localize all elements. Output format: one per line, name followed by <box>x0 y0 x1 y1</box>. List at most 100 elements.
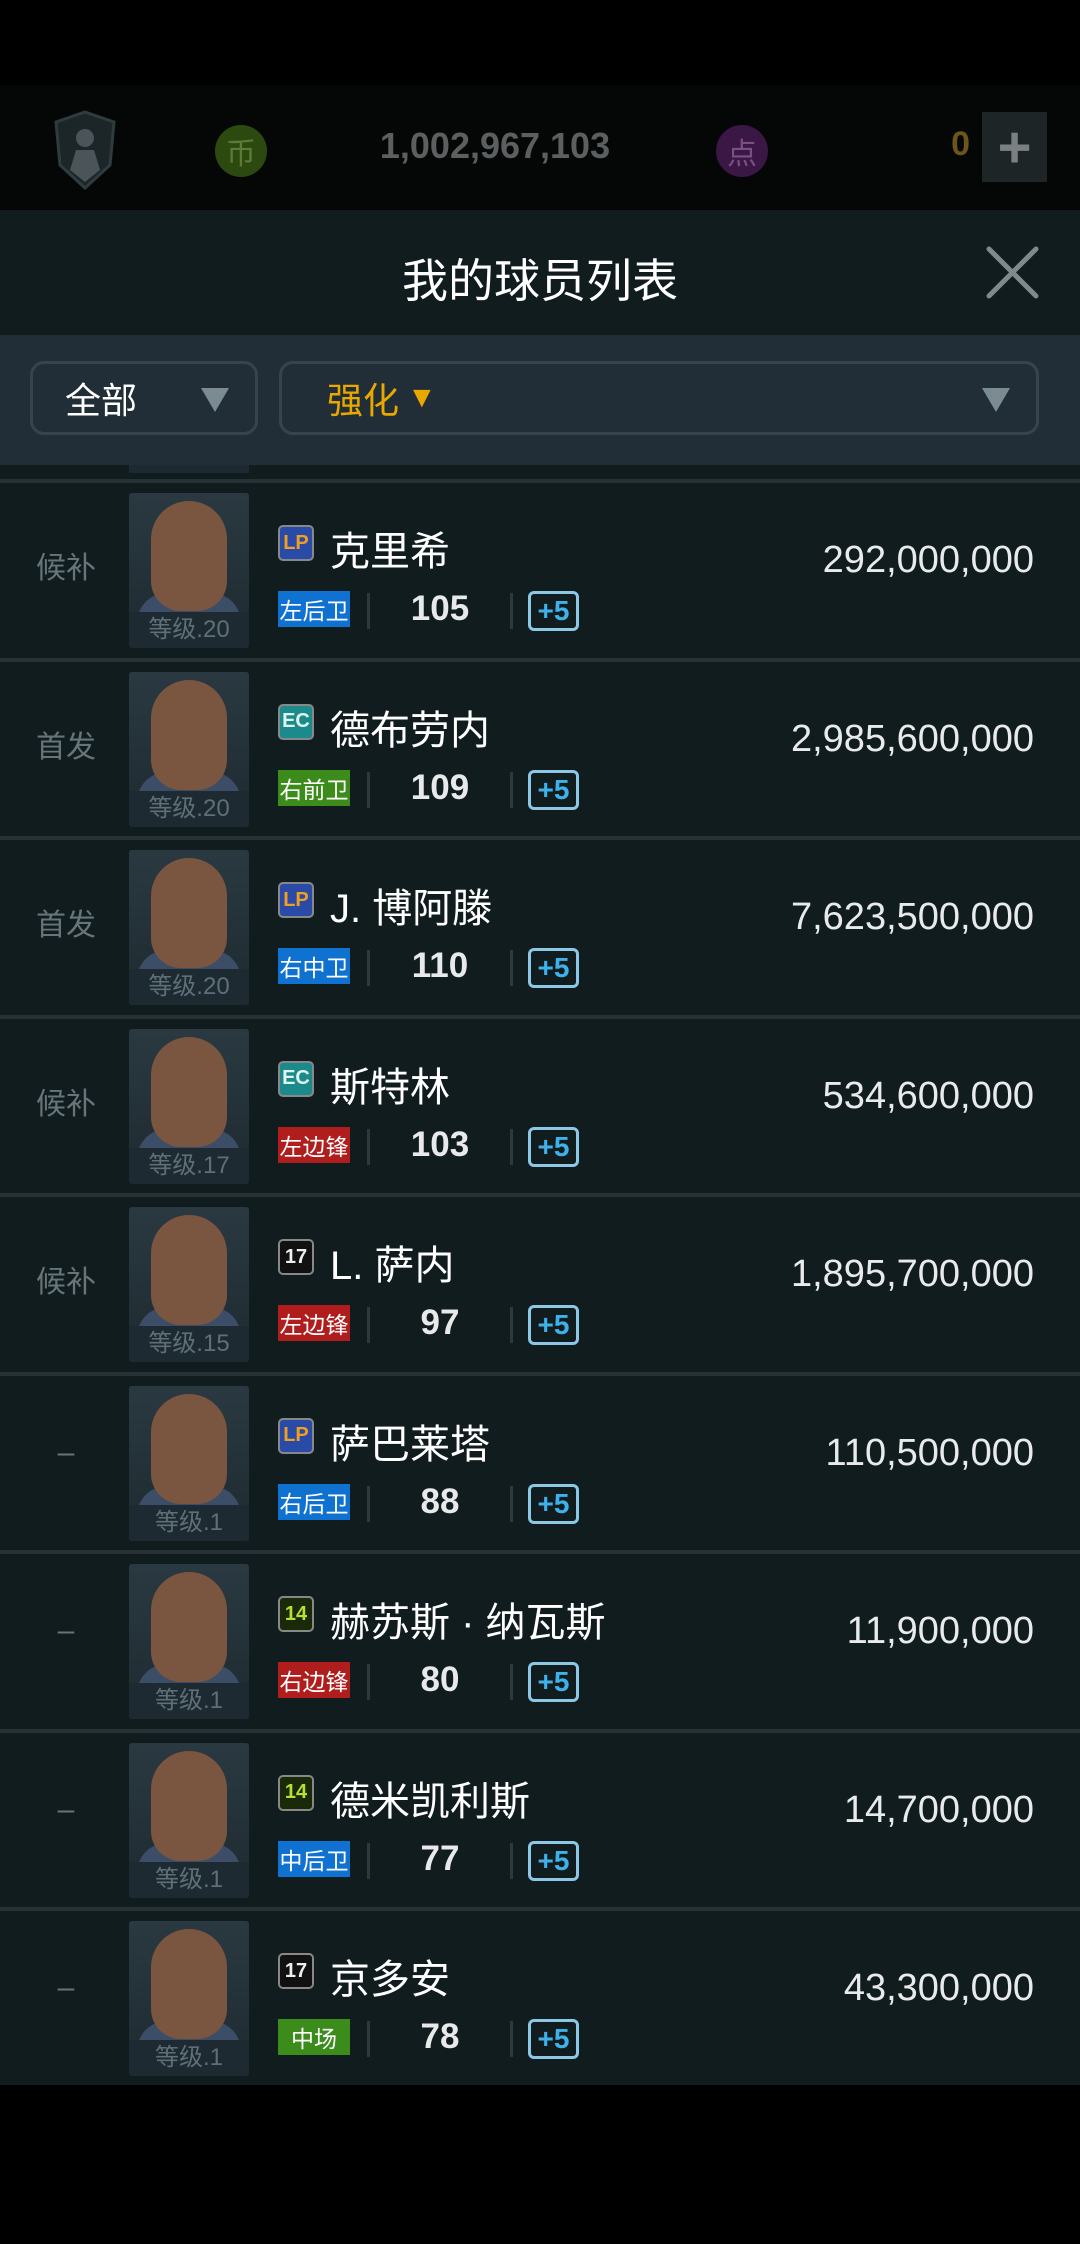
player-row[interactable]: 候补 等级.15 17 L. 萨内 左边锋 97 +5 1,895,700,00… <box>0 1193 1080 1371</box>
overall-rating: 105 <box>410 589 470 628</box>
player-row[interactable]: – 等级.1 LP 萨巴莱塔 右后卫 88 +5 110,500,000 <box>0 1371 1080 1550</box>
season-badge-icon: 17 <box>278 1239 314 1275</box>
divider <box>367 1664 370 1700</box>
divider <box>510 1842 513 1879</box>
overall-rating: 110 <box>411 946 469 985</box>
add-points-button[interactable]: + <box>982 112 1047 182</box>
filter-bar: 全部 强化 ▼ <box>0 335 1080 465</box>
player-name: 京多安 <box>330 1958 450 2002</box>
position-tag: 左后卫 <box>278 591 350 627</box>
chevron-down-icon <box>982 388 1010 412</box>
sort-dropdown[interactable]: 强化 ▼ <box>279 361 1039 435</box>
player-value: 14,700,000 <box>843 1788 1034 1831</box>
divider <box>367 2021 370 2057</box>
player-level: 等级.15 <box>129 1326 249 1362</box>
upgrade-level-badge: +5 <box>528 2019 579 2059</box>
squad-status: 候补 <box>36 552 96 585</box>
squad-status: 候补 <box>36 1266 96 1299</box>
season-badge-icon: LP <box>278 525 314 561</box>
player-level: 等级.20 <box>129 969 249 1005</box>
player-row[interactable]: 首发 等级.20 EC 德布劳内 右前卫 109 +5 2,985,600,00… <box>0 657 1080 836</box>
player-photo: 等级.1 <box>129 1385 249 1541</box>
divider <box>510 950 513 986</box>
divider <box>510 771 513 808</box>
overall-rating: 78 <box>420 2017 460 2056</box>
page-title: 我的球员列表 <box>402 255 678 307</box>
player-value: 292,000,000 <box>822 539 1034 581</box>
squad-status: – <box>57 1614 75 1647</box>
squad-status: – <box>57 1792 75 1826</box>
overall-rating: 77 <box>420 1838 460 1878</box>
player-face <box>151 1036 227 1147</box>
player-photo: 等级.20 <box>129 493 249 648</box>
player-row[interactable]: – 等级.1 14 德米凯利斯 中后卫 77 +5 14,700,000 <box>0 1728 1080 1907</box>
player-level: 等级.17 <box>129 1147 249 1184</box>
player-value: 43,300,000 <box>843 1967 1034 2009</box>
player-face <box>151 679 227 790</box>
player-name: J. 博阿滕 <box>330 887 493 931</box>
position-tag: 中场 <box>278 2019 350 2055</box>
player-row[interactable]: 候补 等级.17 EC 斯特林 左边锋 103 +5 534,600,000 <box>0 1014 1080 1193</box>
category-dropdown[interactable]: 全部 <box>30 361 258 435</box>
close-icon[interactable] <box>985 245 1040 300</box>
season-badge-icon: LP <box>278 882 314 918</box>
upgrade-level-badge: +5 <box>528 769 579 810</box>
player-name: L. 萨内 <box>330 1244 455 1288</box>
squad-status: – <box>57 1971 75 2004</box>
overall-rating: 88 <box>420 1481 460 1521</box>
player-name: 赫苏斯 · 纳瓦斯 <box>330 1601 606 1645</box>
player-face <box>151 1750 227 1861</box>
player-face <box>151 1929 227 2039</box>
player-photo: 等级.1 <box>129 1921 249 2076</box>
player-name: 萨巴莱塔 <box>330 1422 490 1467</box>
player-row[interactable]: – 等级.1 17 京多安 中场 78 +5 43,300,000 <box>0 1907 1080 2085</box>
player-value: 7,623,500,000 <box>790 896 1034 938</box>
divider <box>510 593 513 629</box>
overall-rating: 80 <box>420 1660 460 1699</box>
position-tag: 右前卫 <box>278 769 350 806</box>
club-emblem-icon[interactable] <box>52 110 118 190</box>
player-level: 等级.20 <box>129 790 249 827</box>
season-badge-icon: 14 <box>278 1596 314 1632</box>
player-value: 110,500,000 <box>825 1431 1035 1474</box>
player-name: 斯特林 <box>330 1065 450 1110</box>
player-level: 等级.1 <box>129 1504 249 1541</box>
player-level: 等级.1 <box>129 2040 249 2076</box>
position-tag: 左边锋 <box>278 1126 350 1163</box>
divider <box>367 1842 370 1879</box>
player-level: 等级.20 <box>129 612 249 648</box>
upgrade-level-badge: +5 <box>528 591 579 631</box>
player-face <box>151 1215 227 1325</box>
point-icon: 点 <box>716 125 768 177</box>
sort-direction-icon[interactable]: ▼ <box>407 381 437 414</box>
squad-status: 首发 <box>36 730 96 764</box>
player-value: 534,600,000 <box>822 1074 1034 1117</box>
player-face <box>151 1572 227 1682</box>
overall-rating: 103 <box>410 1124 470 1164</box>
player-row[interactable]: 候补 等级.20 LP 克里希 左后卫 105 +5 292,000,000 <box>0 479 1080 657</box>
upgrade-level-badge: +5 <box>528 1126 579 1167</box>
player-photo: 等级.1 <box>129 1564 249 1719</box>
divider <box>367 1307 370 1343</box>
player-row[interactable]: 首发 等级.20 LP J. 博阿滕 右中卫 110 +5 7,623,500,… <box>0 836 1080 1014</box>
player-name: 德米凯利斯 <box>330 1779 530 1824</box>
position-tag: 左边锋 <box>278 1305 350 1341</box>
player-value: 11,900,000 <box>846 1610 1034 1652</box>
coin-icon: 币 <box>215 125 267 177</box>
squad-status: 候补 <box>36 1087 96 1121</box>
player-photo: 等级.15 <box>129 1207 249 1362</box>
player-row[interactable]: – 等级.1 14 赫苏斯 · 纳瓦斯 右边锋 80 +5 11,900,000 <box>0 1550 1080 1728</box>
player-level: 等级.1 <box>129 1683 249 1719</box>
player-photo: 等级.20 <box>129 850 249 1005</box>
point-balance: 0 <box>951 125 970 163</box>
season-badge-icon: LP <box>278 1417 314 1454</box>
divider <box>510 1664 513 1700</box>
squad-status: 首发 <box>36 909 96 942</box>
squad-status: – <box>57 1435 75 1469</box>
divider <box>367 1485 370 1522</box>
player-list[interactable]: 候补 等级.20 LP 克里希 左后卫 105 +5 292,000,000 首… <box>0 465 1080 2085</box>
player-photo: 等级.20 <box>129 671 249 827</box>
position-tag: 右边锋 <box>278 1662 350 1698</box>
divider <box>510 1485 513 1522</box>
season-badge-icon: EC <box>278 703 314 740</box>
